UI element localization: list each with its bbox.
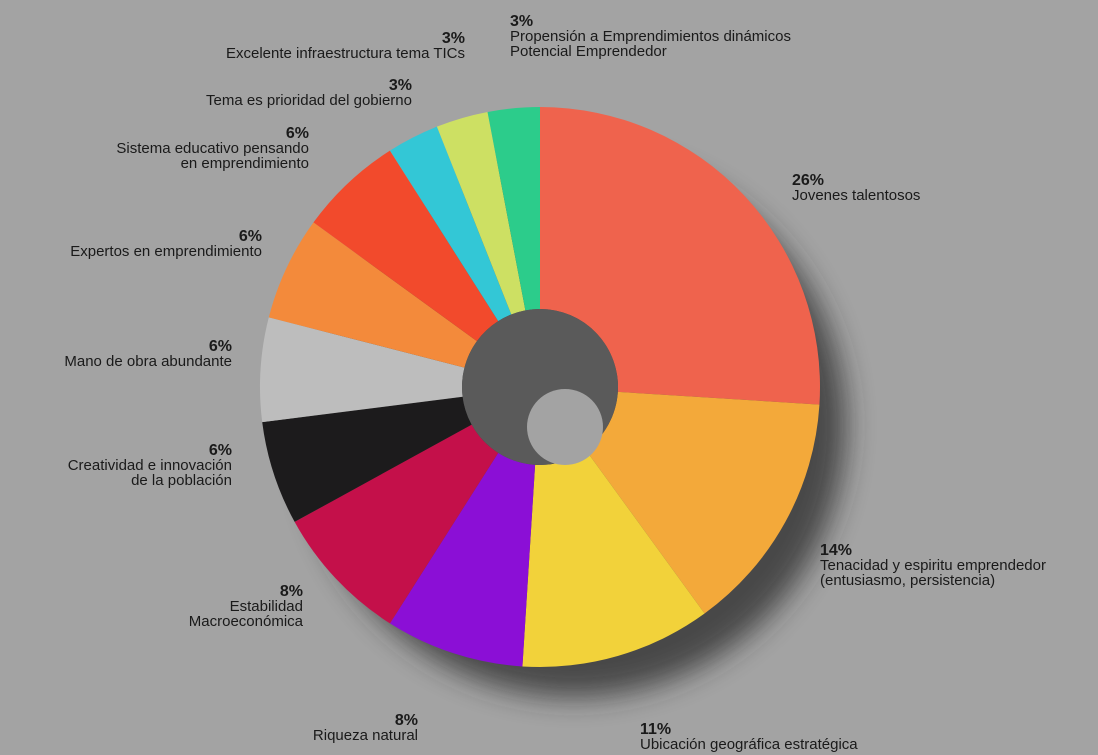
slice-percent: 3%	[388, 77, 412, 94]
slice-9	[313, 150, 499, 342]
slice-label-2: 14% Tenacidad y espiritu emprendedor (entu…	[820, 542, 1046, 589]
slice-percent: 8%	[279, 583, 303, 600]
slice-label-text: Macroeconómica	[188, 613, 303, 630]
slice-label-text: Jovenes talentosos	[792, 187, 921, 204]
slice-label-text: Tenacidad y espiritu emprendedor	[820, 557, 1046, 574]
slice-7	[260, 317, 465, 423]
slice-label-text: Potencial Emprendedor	[510, 43, 667, 60]
slice-label-11: 3% Excelente infraestructura tema TICs	[226, 30, 465, 62]
slice-3	[522, 450, 705, 667]
slice-percent: 6%	[208, 442, 232, 459]
slice-label-9: 6% Sistema educativo pensando en emprendim…	[116, 125, 309, 172]
slice-percent: 3%	[510, 13, 534, 30]
slice-5	[294, 424, 499, 624]
slice-4	[389, 452, 536, 667]
slice-label-text: Propensión a Emprendimientos dinámicos	[510, 28, 791, 45]
slice-label-8: 6% Expertos en emprendimiento	[70, 228, 262, 260]
slice-percent: 6%	[208, 338, 232, 355]
slice-label-text: Riqueza natural	[312, 727, 418, 744]
slice-6	[262, 396, 472, 522]
slice-label-text: en emprendimiento	[180, 155, 309, 172]
slice-label-text: Expertos en emprendimiento	[70, 243, 262, 260]
slice-percent: 8%	[394, 712, 418, 729]
slice-percent: 11%	[640, 721, 672, 738]
slice-12	[487, 107, 540, 311]
slice-11	[436, 111, 526, 315]
slice-label-4: 8% Riqueza natural	[312, 712, 418, 744]
slice-1	[540, 107, 821, 405]
slice-label-text: de la población	[131, 472, 232, 489]
slice-label-text: Ubicación geográfica estratégica	[640, 736, 858, 753]
slice-label-5: 8% Estabilidad Macroeconómica	[188, 583, 303, 630]
slice-2	[585, 391, 820, 614]
slice-label-text: Excelente infraestructura tema TICs	[226, 45, 465, 62]
slice-label-1: 26% Jovenes talentosos	[792, 172, 921, 204]
slice-label-text: Tema es prioridad del gobierno	[206, 92, 412, 109]
slice-label-text: Sistema educativo pensando	[116, 140, 309, 157]
slice-label-text: Creatividad e innovación	[67, 457, 232, 474]
slice-label-7: 6% Mano de obra abundante	[64, 338, 232, 370]
slice-percent: 3%	[441, 30, 465, 47]
slice-8	[268, 222, 477, 368]
slice-percent: 14%	[820, 542, 853, 559]
donut-hole-inner	[527, 389, 603, 465]
slice-label-text: (entusiasmo, persistencia)	[820, 572, 996, 589]
slice-percent: 6%	[238, 228, 262, 245]
slice-label-text: Estabilidad	[229, 598, 303, 615]
slice-percent: 6%	[285, 125, 309, 142]
slice-label-text: Mano de obra abundante	[64, 353, 232, 370]
slice-label-6: 6% Creatividad e innovación de la població…	[67, 442, 232, 489]
slice-label-3: 11% Ubicación geográfica estratégica	[640, 721, 858, 753]
slice-percent: 26%	[792, 172, 825, 189]
slice-label-12: 3% Propensión a Emprendimientos dinámicos…	[510, 13, 791, 60]
slice-label-10: 3% Tema es prioridad del gobierno	[206, 77, 412, 109]
slice-10	[389, 126, 512, 322]
